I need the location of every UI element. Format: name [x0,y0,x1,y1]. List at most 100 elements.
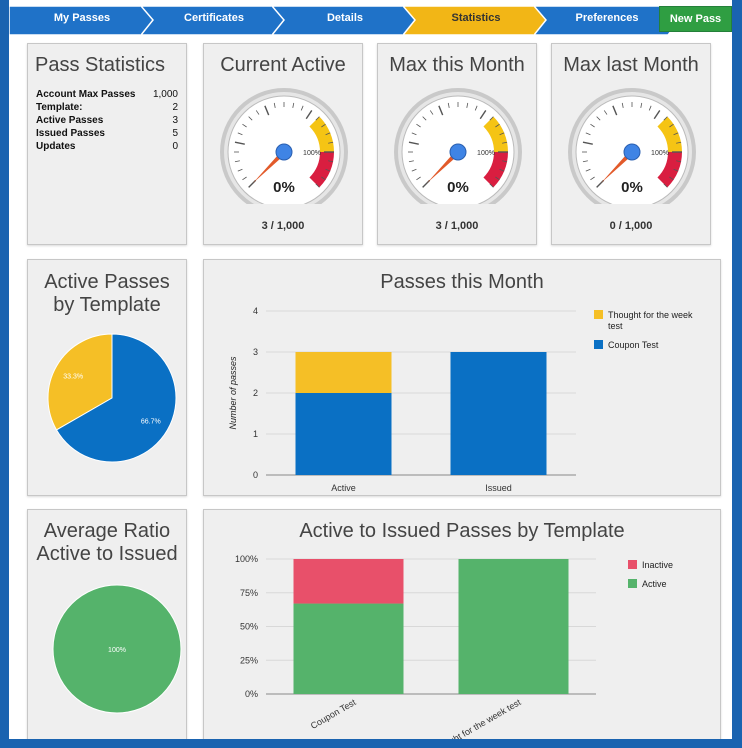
x-tick-label: Thought for the week test [430,697,523,739]
gauge-tick [328,160,334,163]
gauge-tick [447,102,450,108]
gauge-tick [273,102,276,108]
bar-month-title: Passes this Month [380,271,544,293]
legend-label: Thought for the week test [608,310,693,331]
gauge-tick [489,116,494,121]
active-to-issued-panel: Active to Issued Passes by Template 0% 25… [203,509,721,739]
stats-value: 1,000 [152,89,178,100]
gauge-hub [623,143,641,161]
gauge-tick [612,105,618,116]
new-pass-button[interactable]: New Pass [659,6,732,32]
stats-row: Issued Passes 5 [36,128,178,141]
dashboard-frame: My Passes Certificates Details Statistic… [9,0,732,739]
pie-title-line2: by Template [53,294,161,316]
gauge-dial: 100% 0% [568,88,696,204]
y-tick-label: 1 [253,429,258,439]
y-axis-label: Number of passes [228,356,238,430]
gauge-tick [237,168,243,172]
nav-step-label: My Passes [53,11,111,24]
gauge-tick [474,105,478,111]
y-tick-label: 25% [240,655,258,665]
x-tick-label: Issued [485,483,512,493]
gauge-mark-label: 100% [477,150,495,157]
gauge-tick [669,176,674,181]
nav-step-statistics[interactable]: Statistics [403,0,549,35]
gauge-tick [502,160,508,163]
gauge-tick [321,176,326,181]
y-tick-label: 3 [253,347,258,357]
gauge-dial: 100% 0% [220,88,348,204]
y-tick-label: 100% [235,554,258,564]
gauge-tick [590,176,595,181]
gauge-tick [292,102,295,108]
stats-label: Template: [36,102,83,113]
stats-row: Account Max Passes 1,000 [36,89,178,102]
gauge-tick [264,105,270,116]
gauge-tick [495,123,500,128]
gauge-warning-band [483,116,508,152]
gauge-tick [676,141,682,144]
template-pie-chart: 33.3% 66.7% [47,333,177,463]
nav-step-label: Details [326,11,364,24]
legend-label: Inactive [642,560,673,570]
nav-step-certificates[interactable]: Certificates [141,0,287,35]
gauge-tick [603,110,608,115]
gauge-tick [416,123,421,128]
stats-row: Template: 2 [36,102,178,115]
gauge-tick [422,116,427,121]
gauge-tick [325,132,331,136]
gauge-tick [499,132,505,136]
pass-statistics-panel: Pass Statistics Account Max Passes 1,000… [27,43,187,245]
pass-statistics-title: Pass Statistics [35,54,166,76]
gauge-tick [429,110,434,115]
average-ratio-panel: Average Ratio Active to Issued 100% [27,509,187,739]
gauge-readout: 0% [273,179,295,196]
gauge-hub [275,143,293,161]
gauge-panel-current-active: Current Active 100% 0% 3 / 1,000 [203,43,363,245]
y-tick-label: 4 [253,306,258,316]
stats-label: Active Passes [36,115,104,126]
y-tick-label: 50% [240,622,258,632]
gauge-tick [234,141,245,145]
pie-slice-label: 33.3% [63,374,83,381]
ratio-title-line1: Average Ratio [43,520,171,542]
bar-segment [293,559,404,604]
stats-label: Updates [36,141,76,152]
gauge-tick [325,168,331,172]
gauge-tick [669,123,674,128]
gauge-tick [242,123,247,128]
gauge-readout: 0% [447,179,469,196]
gauge-tick [408,141,419,145]
gauge-tick [621,102,624,108]
y-tick-label: 0% [245,689,258,699]
gauge-tick [416,176,421,181]
legend-label: Coupon Test [608,340,659,350]
gauge-tick [495,176,500,181]
gauge-tick [411,132,417,136]
gauge-mark-label: 100% [651,150,669,157]
nav-step-my-passes[interactable]: My Passes [9,0,155,35]
gauge-tick [673,132,679,136]
nav-step-label: Statistics [451,11,501,24]
gauge-tick [248,116,253,121]
ratio-title-line2: Active to Issued [36,543,178,565]
gauge-tick [466,102,469,108]
gauge-caption: 3 / 1,000 [261,220,305,232]
bar-segment [458,559,569,694]
gauge-title: Max last Month [563,54,699,76]
gauge-tick [411,168,417,172]
gauge-title: Max this Month [389,54,525,76]
gauge-tick [321,123,326,128]
gauge-dial: 100% 0% [394,88,522,204]
gauge-panel-max-last-month: Max last Month 100% 0% 0 / 1,000 [551,43,711,245]
gauge-tick [596,116,601,121]
wizard-nav: My Passes Certificates Details Statistic… [9,0,732,35]
gauge-hub [449,143,467,161]
gauge-danger-band [483,152,508,188]
bar-ratio-title: Active to Issued Passes by Template [299,520,625,542]
gauge-tick [315,116,320,121]
ratio-pie-chart: 100% [52,584,182,714]
gauge-tick [242,176,247,181]
legend-swatch [594,340,603,349]
nav-step-details[interactable]: Details [272,0,418,35]
